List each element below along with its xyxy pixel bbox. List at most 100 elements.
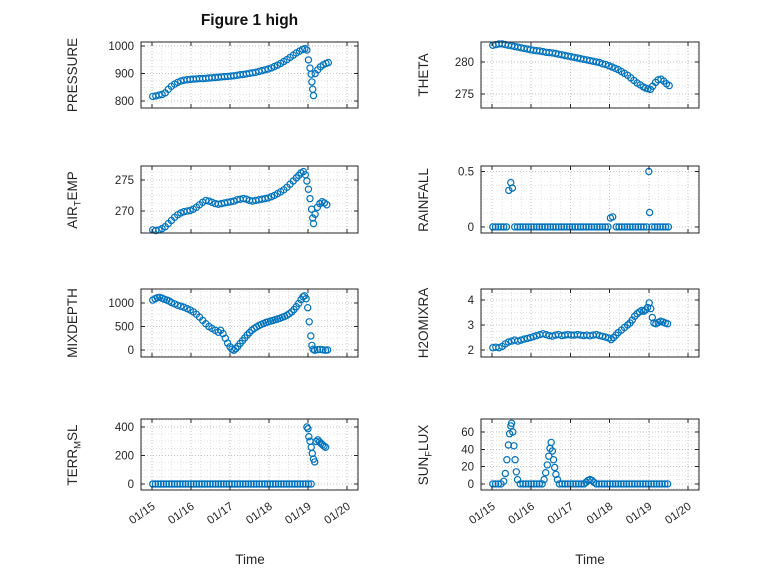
data-point — [324, 58, 332, 67]
data-point — [214, 328, 223, 336]
data-point — [195, 480, 203, 488]
ylabel-text: H2OMIXRA — [416, 287, 431, 359]
y-tick-label: 280 — [455, 57, 474, 69]
data-point — [307, 332, 315, 340]
data-point — [647, 304, 655, 313]
data-point — [277, 480, 285, 488]
data-point — [308, 78, 316, 86]
data-point — [260, 480, 269, 488]
major-grid — [481, 289, 699, 357]
h2omixra-series — [489, 299, 672, 352]
data-point — [623, 223, 631, 231]
air-temp-series — [149, 167, 331, 235]
data-point — [282, 480, 291, 488]
data-point — [619, 480, 628, 488]
data-point — [291, 480, 299, 488]
data-point — [637, 223, 645, 231]
data-point — [555, 480, 564, 488]
x-tick-label: 01/20 — [663, 501, 693, 527]
data-point — [243, 331, 251, 339]
data-point — [612, 223, 620, 231]
sun-flux-canvas: 0 20 40 60 01/15 01/16 01/17 01/18 01/19 01/20 — [461, 418, 700, 527]
x-tick-label: 01/17 — [205, 501, 235, 527]
data-point — [512, 468, 521, 476]
h2omixra-canvas: 2 3 4 — [468, 288, 700, 358]
rainfall-canvas: 00.5 — [458, 165, 700, 234]
data-point — [630, 480, 639, 488]
terr-msl-axis-label: TERRMSL — [63, 385, 84, 525]
ylabel-text: EMP — [65, 170, 80, 200]
major-grid — [141, 42, 358, 108]
data-point — [545, 452, 553, 460]
data-point — [504, 441, 513, 449]
data-point — [645, 208, 654, 217]
data-point — [543, 223, 552, 231]
data-point — [266, 480, 274, 488]
data-point — [661, 223, 670, 231]
rainfall-axis-label: RAINFALL — [414, 130, 434, 270]
figure-title: Figure 1 high — [200, 12, 299, 29]
minor-grid — [141, 419, 358, 490]
data-point — [217, 480, 225, 488]
data-point — [200, 480, 209, 488]
data-point — [271, 480, 280, 488]
data-point — [491, 480, 500, 488]
theta-canvas: 275 280 — [455, 40, 700, 109]
x-tick-label: 01/19 — [283, 501, 313, 527]
sun-flux-subplot: 0 20 40 60 01/15 01/16 01/17 01/18 01/19 01/20 — [433, 411, 709, 556]
data-point — [647, 480, 655, 488]
data-point — [507, 419, 516, 428]
axis-box — [480, 418, 700, 491]
data-point — [313, 345, 322, 354]
data-point — [491, 223, 500, 231]
data-point — [258, 480, 266, 488]
data-point — [288, 480, 296, 488]
data-point — [219, 480, 228, 488]
data-point — [309, 219, 318, 228]
data-point — [548, 447, 557, 455]
data-point — [304, 56, 313, 64]
x-tick-labels: 01/15 01/16 01/17 01/18 01/19 01/20 — [467, 501, 693, 527]
data-point — [611, 480, 620, 488]
data-point — [600, 480, 609, 488]
data-point — [307, 443, 315, 451]
data-point — [541, 469, 550, 477]
data-point — [313, 203, 322, 212]
data-point — [310, 458, 319, 466]
h2omixra-subplot: 2 3 4 — [433, 281, 709, 366]
theta-series — [489, 40, 673, 94]
data-point — [560, 223, 568, 231]
data-point — [214, 480, 223, 488]
data-point — [274, 480, 283, 488]
y-tick-label: 500 — [115, 322, 134, 334]
data-point — [607, 335, 615, 344]
data-point — [312, 437, 320, 446]
y-tick-label: 0 — [468, 479, 474, 491]
data-point — [622, 480, 631, 488]
data-point — [614, 480, 622, 488]
data-point — [620, 223, 629, 231]
data-point — [299, 480, 307, 488]
data-point — [261, 66, 269, 74]
data-point — [521, 480, 530, 488]
data-point — [307, 70, 315, 78]
y-tick-label: 400 — [115, 422, 134, 434]
axis-box — [140, 165, 359, 234]
data-point — [307, 480, 315, 488]
x-tick-label: 01/17 — [546, 501, 576, 527]
data-point — [582, 223, 590, 231]
sun-flux-axis-label: SUNFLUX — [414, 385, 435, 525]
data-point — [192, 480, 201, 488]
y-tick-labels: 0 200 400 — [115, 422, 134, 491]
y-tick-label: 1000 — [108, 298, 134, 310]
y-tick-labels: 2 3 4 — [468, 295, 475, 357]
data-point — [309, 91, 318, 100]
data-point — [569, 480, 577, 488]
y-tick-label: 0 — [128, 479, 134, 491]
data-point — [577, 480, 586, 488]
data-point — [203, 480, 212, 488]
y-tick-label: 275 — [455, 89, 474, 101]
x-tick-label: 01/20 — [322, 501, 352, 527]
data-point — [294, 299, 303, 308]
ylabel-text: RAINFALL — [416, 167, 431, 232]
